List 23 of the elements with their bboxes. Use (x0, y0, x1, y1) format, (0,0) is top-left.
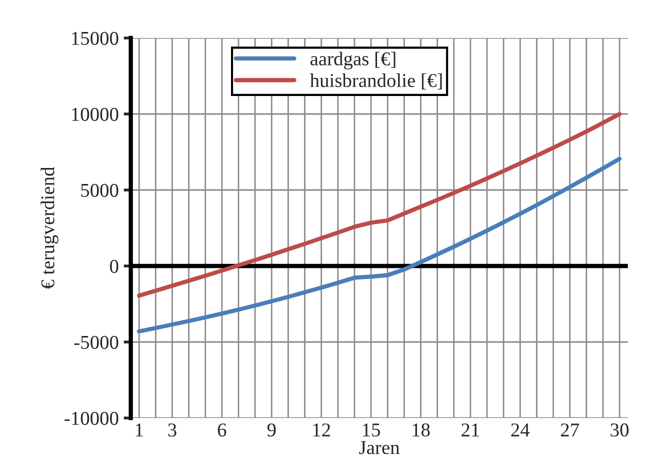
x-tick-label: 30 (610, 423, 629, 437)
x-tick-label: 15 (363, 424, 380, 437)
x-tick-label: 12 (313, 423, 330, 436)
x-axis-title: Jaren (359, 441, 400, 454)
x-tick-label: 21 (462, 423, 479, 436)
line-series (137, 112, 622, 298)
x-tick-label: 27 (560, 423, 580, 436)
x-tick-label: 18 (412, 423, 430, 437)
x-tick-label: 6 (218, 423, 226, 437)
y-tick-label: 0 (110, 260, 118, 273)
y-tick-label: -5000 (74, 336, 118, 349)
legend-label: aardgas [€] (310, 52, 396, 70)
y-tick-label: 5000 (81, 184, 118, 197)
x-tick-label: 3 (168, 423, 176, 437)
x-tick-label: 1 (136, 424, 143, 436)
y-tick-label: -10000 (64, 412, 118, 425)
y-tick-label: 15000 (72, 32, 118, 45)
legend-label: huisbrandolie [€] (310, 73, 442, 90)
x-tick-label: 9 (267, 423, 276, 437)
line-series (137, 156, 622, 334)
x-tick-label: 24 (511, 423, 530, 436)
y-tick-label: 10000 (72, 108, 118, 121)
y-axis-title: € terugverdiend (40, 166, 58, 289)
